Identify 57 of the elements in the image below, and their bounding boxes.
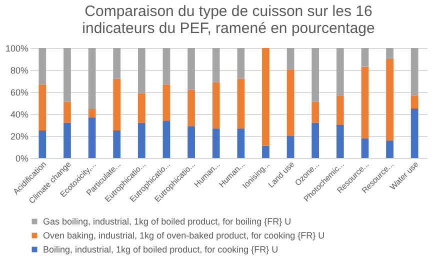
y-tick-label: 0% (15, 154, 28, 164)
bar (113, 130, 121, 158)
bar (212, 48, 220, 82)
bar (312, 48, 320, 102)
bar (64, 48, 71, 102)
bar (138, 122, 146, 158)
bar (88, 48, 96, 108)
bar (88, 117, 96, 158)
bar (361, 48, 369, 67)
bar (88, 108, 96, 118)
bar (237, 128, 245, 158)
bar (410, 48, 418, 96)
bar (162, 120, 170, 158)
bar (113, 48, 121, 79)
bar (138, 93, 146, 123)
bar (336, 48, 344, 96)
bar (386, 59, 394, 140)
bar (188, 48, 195, 90)
bar (64, 122, 71, 158)
bar (212, 128, 220, 158)
bar (188, 126, 195, 158)
chart-title: Comparaison du type de cuisson sur les 16 indicateurs du PEF, ramené en pourcentage (82, 3, 375, 37)
bar (212, 82, 220, 128)
bar (64, 102, 71, 123)
bar (38, 48, 46, 84)
legend-label: Oven baking, industrial, 1kg of oven-baked product, for cooking {FR} U (43, 230, 325, 240)
y-tick-label: 60% (10, 88, 28, 98)
bar (361, 66, 369, 138)
bar (336, 125, 344, 158)
bar (138, 48, 146, 94)
bar (312, 102, 320, 123)
bar (113, 78, 121, 130)
bar (237, 78, 245, 128)
bar (262, 48, 270, 146)
bar (386, 48, 394, 59)
bar (286, 70, 294, 136)
y-tick-label: 40% (10, 110, 28, 120)
bar (262, 146, 270, 158)
bar (188, 90, 195, 126)
bar (410, 108, 418, 158)
bar (286, 136, 294, 158)
legend-label: Boiling, industrial, 1kg of boiled product, for cooking {FR} U (43, 244, 278, 254)
bar (162, 48, 170, 84)
bar (361, 138, 369, 158)
bar (162, 84, 170, 121)
y-tick-label: 80% (10, 66, 28, 76)
bar (38, 130, 46, 158)
bar (38, 84, 46, 130)
bar (336, 95, 344, 125)
bar (312, 122, 320, 158)
legend-label: Gas boiling, industrial, 1kg of boiled product, for boiling {FR} U (43, 216, 292, 226)
bar (286, 48, 294, 70)
bar (386, 140, 394, 158)
y-tick-label: 100% (5, 44, 28, 54)
bar (237, 48, 245, 79)
bar (410, 95, 418, 108)
y-tick-label: 20% (10, 132, 28, 142)
